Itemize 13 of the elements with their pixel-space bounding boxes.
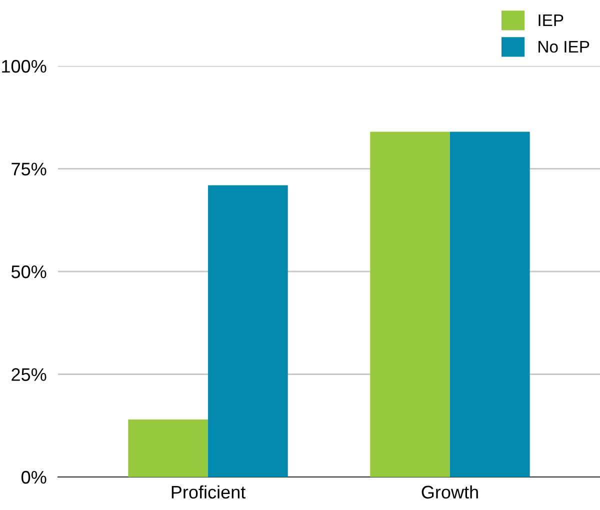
y-tick-label: 50%: [11, 265, 46, 278]
y-tick-label: 75%: [12, 162, 46, 176]
x-tick-label: Proficient: [172, 485, 246, 499]
bar: [208, 185, 288, 477]
bar: [370, 132, 450, 477]
x-tick-label: Growth: [422, 485, 478, 499]
legend-label: IEP: [538, 14, 564, 26]
bar: [450, 132, 530, 477]
legend-label: No IEP: [538, 41, 590, 53]
bar: [128, 419, 208, 477]
y-tick-label: 100%: [2, 60, 46, 73]
y-tick-label: 0%: [22, 470, 46, 484]
y-tick-label: 25%: [12, 368, 46, 381]
